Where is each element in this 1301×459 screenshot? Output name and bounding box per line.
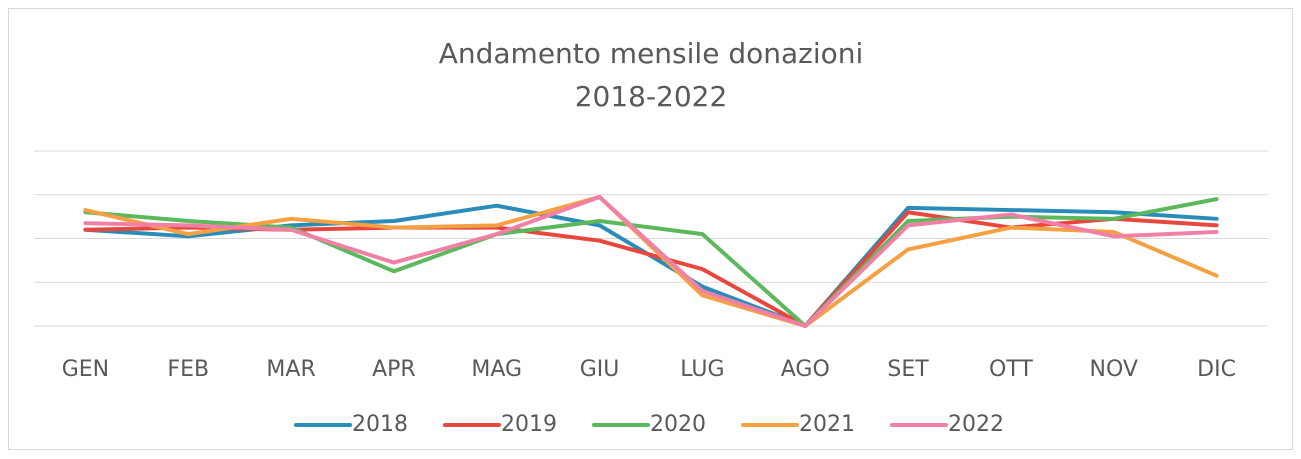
x-tick-label: MAG bbox=[471, 357, 522, 382]
legend-label: 2019 bbox=[501, 412, 557, 437]
x-tick-label: SET bbox=[887, 357, 929, 382]
x-tick-label: NOV bbox=[1090, 357, 1138, 382]
x-tick-label: LUG bbox=[680, 357, 724, 382]
x-tick-label: APR bbox=[372, 357, 416, 382]
x-tick-label: GEN bbox=[62, 357, 109, 382]
x-tick-label: FEB bbox=[167, 357, 209, 382]
legend-label: 2021 bbox=[799, 412, 855, 437]
series-line bbox=[83, 194, 1219, 328]
legend-label: 2020 bbox=[650, 412, 706, 437]
x-tick-label: MAR bbox=[266, 357, 315, 382]
legend-label: 2022 bbox=[948, 412, 1004, 437]
chart-title: Andamento mensile donazioni bbox=[439, 37, 864, 70]
x-tick-label: OTT bbox=[989, 357, 1033, 382]
chart-title: 2018-2022 bbox=[575, 80, 728, 113]
x-tick-label: DIC bbox=[1197, 357, 1236, 382]
legend-label: 2018 bbox=[352, 412, 408, 437]
x-tick-label: GIU bbox=[580, 357, 620, 382]
x-tick-label: AGO bbox=[781, 357, 830, 382]
